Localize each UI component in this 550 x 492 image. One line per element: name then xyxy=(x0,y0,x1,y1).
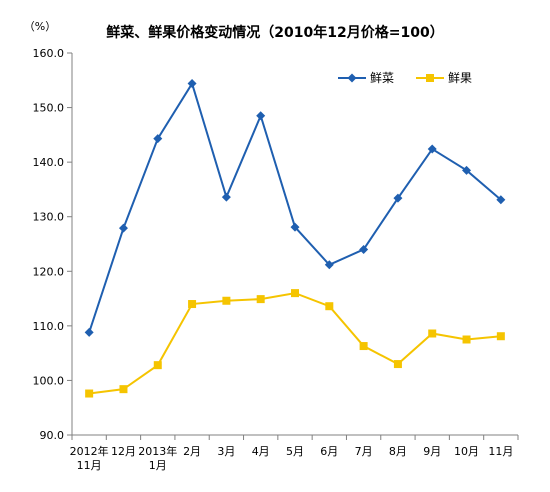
data-point xyxy=(393,360,402,369)
y-tick-label: 160.0 xyxy=(33,47,65,60)
data-point xyxy=(256,295,265,304)
x-tick-label: 12月 xyxy=(111,445,136,458)
x-tick-label: 3月 xyxy=(217,445,235,458)
y-tick-label: 130.0 xyxy=(33,211,65,224)
y-tick-label: 140.0 xyxy=(33,156,65,169)
legend-marker xyxy=(426,74,434,82)
y-tick-label: 90.0 xyxy=(40,429,65,442)
x-tick-label: 10月 xyxy=(454,445,479,458)
chart-title: 鲜菜、鲜果价格变动情况（2010年12月价格=100） xyxy=(106,24,443,41)
x-tick-label: 5月 xyxy=(286,445,304,458)
y-tick-labels: 160.0 150.0 140.0 130.0 120.0 110.0 100.0 90.0 xyxy=(33,47,65,442)
y-tick-label: 120.0 xyxy=(33,265,65,278)
data-point xyxy=(324,260,334,270)
series-2 xyxy=(85,289,505,398)
x-tick-label: 2013年 1月 xyxy=(138,444,177,472)
data-point xyxy=(118,223,128,233)
data-point xyxy=(84,327,94,337)
x-tick-label: 4月 xyxy=(252,445,270,458)
data-point xyxy=(119,385,128,394)
data-point xyxy=(222,296,231,305)
legend: 鲜菜 鲜果 xyxy=(338,71,472,85)
legend-item-1: 鲜菜 xyxy=(338,71,394,85)
x-tick-label: 11月 xyxy=(488,445,513,458)
data-point xyxy=(291,289,299,298)
data-point xyxy=(427,144,437,154)
legend-label: 鲜菜 xyxy=(370,71,394,85)
x-tick-label: 6月 xyxy=(320,445,338,458)
data-point xyxy=(359,244,369,254)
data-point xyxy=(496,332,505,341)
data-point xyxy=(393,193,403,203)
data-point xyxy=(462,165,472,175)
data-point xyxy=(462,335,471,344)
data-point xyxy=(153,134,163,144)
data-point xyxy=(325,302,334,311)
x-tick-label: 2012年 11月 xyxy=(70,444,109,472)
legend-item-2: 鲜果 xyxy=(416,71,472,85)
series-group xyxy=(84,79,506,398)
x-tick-label: 2月 xyxy=(183,445,201,458)
data-point xyxy=(221,192,231,202)
data-point xyxy=(188,300,197,309)
x-tick-label: 7月 xyxy=(355,445,373,458)
y-tick-label: 150.0 xyxy=(33,102,65,115)
y-tick-label: 100.0 xyxy=(33,374,65,387)
legend-marker xyxy=(347,73,357,83)
data-point xyxy=(496,195,506,205)
data-point xyxy=(359,342,368,351)
series-line xyxy=(89,292,501,395)
axes xyxy=(67,52,519,440)
data-point xyxy=(256,111,266,121)
data-point xyxy=(187,79,197,89)
y-tick-label: 110.0 xyxy=(33,320,65,333)
data-point xyxy=(153,361,162,370)
data-point xyxy=(428,329,437,338)
data-point xyxy=(85,389,94,398)
series-1 xyxy=(84,79,506,337)
y-unit-label: （%） xyxy=(24,20,56,33)
legend-label: 鲜果 xyxy=(448,71,472,85)
x-tick-label: 8月 xyxy=(389,445,407,458)
data-point xyxy=(290,222,300,232)
x-tick-label: 9月 xyxy=(423,445,441,458)
